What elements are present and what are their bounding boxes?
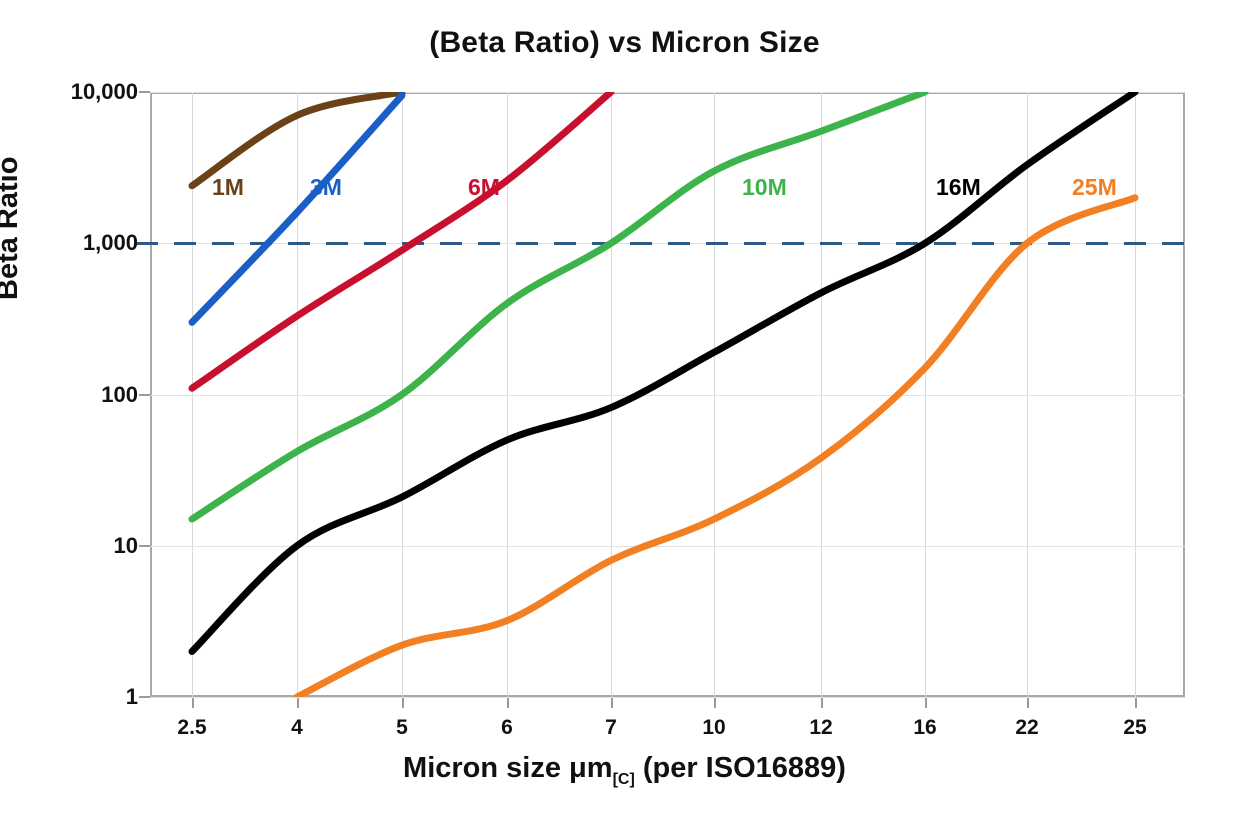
gridline-horizontal [150, 545, 1185, 547]
y-tick-mark [139, 91, 150, 93]
series-label-16m: 16M [936, 174, 981, 200]
y-tick-mark [139, 544, 150, 547]
x-tick-label: 7 [605, 716, 617, 739]
series-label-6m: 6M [468, 174, 500, 200]
x-tick-label: 5 [396, 716, 408, 739]
series-line-16m [188, 92, 1139, 655]
x-axis-title-rest: (per ISO16889) [634, 752, 846, 784]
series-line-3m [188, 92, 406, 326]
x-tick-label: 25 [1123, 716, 1147, 739]
y-tick-mark [139, 696, 150, 698]
series-curves [188, 92, 1139, 697]
y-tick-label: 10 [113, 532, 138, 558]
series-label-3m: 3M [310, 174, 342, 200]
reference-line-1000 [136, 241, 1191, 245]
gridline-horizontal [150, 394, 1185, 396]
y-tick-label: 10,000 [70, 79, 138, 104]
x-tick-mark [507, 697, 509, 708]
x-tick-mark [821, 697, 823, 708]
series-line-1m [188, 92, 406, 190]
x-axis-title-subscript: [C] [612, 770, 635, 788]
series-line-6m [188, 92, 615, 392]
series-label-10m: 10M [742, 174, 787, 200]
series-label-1m: 1M [212, 174, 244, 200]
x-tick-mark [611, 697, 613, 708]
x-tick-mark [1135, 697, 1137, 708]
x-tick-mark [297, 697, 299, 708]
x-tick-label: 22 [1015, 716, 1039, 739]
y-tick-mark [139, 393, 150, 396]
gridline-horizontal [150, 697, 1185, 698]
series-label-25m: 25M [1072, 174, 1117, 200]
gridline-horizontal [150, 92, 1185, 93]
x-tick-label: 12 [809, 716, 833, 739]
y-tick-label: 1 [125, 684, 138, 709]
x-tick-mark [192, 697, 194, 708]
x-axis-title: Micron size μm[C] (per ISO16889) [0, 752, 1249, 789]
x-tick-label: 4 [291, 716, 303, 739]
x-axis-title-main: Micron size μm [403, 752, 613, 784]
chart-title: (Beta Ratio) vs Micron Size [429, 26, 820, 59]
x-tick-label: 2.5 [177, 716, 207, 739]
x-tick-mark [714, 697, 716, 708]
plot-area: 1M 3M 6M 10M 16M 25M [136, 91, 1191, 708]
y-tick-label: 1,000 [82, 230, 138, 256]
series-line-25m [293, 194, 1139, 697]
series-line-10m [188, 92, 929, 523]
x-tick-mark [925, 697, 927, 708]
x-tick-label: 16 [913, 716, 937, 739]
x-tick-mark [402, 697, 404, 708]
x-tick-label: 10 [702, 716, 726, 739]
y-axis-title: Beta Ratio [0, 156, 24, 300]
x-tick-mark [1027, 697, 1029, 708]
x-tick-label: 6 [501, 716, 513, 739]
y-tick-label: 100 [101, 381, 138, 407]
